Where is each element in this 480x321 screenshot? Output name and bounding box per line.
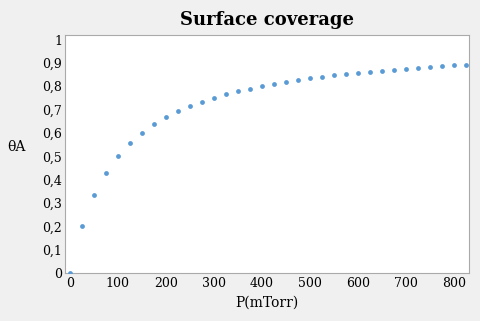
- Point: [282, 79, 290, 84]
- Point: [403, 66, 410, 71]
- Point: [198, 99, 206, 104]
- Point: [222, 92, 230, 97]
- Point: [114, 154, 121, 159]
- Point: [318, 74, 326, 80]
- Point: [306, 76, 314, 81]
- Point: [270, 82, 278, 87]
- Point: [379, 68, 386, 73]
- Point: [415, 65, 422, 70]
- Point: [138, 130, 146, 135]
- Y-axis label: θA: θA: [7, 140, 25, 154]
- Point: [439, 64, 446, 69]
- Point: [342, 72, 350, 77]
- Point: [126, 141, 134, 146]
- Point: [66, 271, 73, 276]
- Title: Surface coverage: Surface coverage: [180, 11, 354, 29]
- Point: [427, 65, 434, 70]
- Point: [391, 67, 398, 72]
- Point: [78, 224, 85, 229]
- Point: [294, 78, 302, 83]
- Point: [162, 115, 170, 120]
- Point: [90, 193, 97, 198]
- Point: [174, 109, 182, 114]
- Point: [258, 84, 266, 89]
- X-axis label: P(mTorr): P(mTorr): [235, 296, 299, 310]
- Point: [234, 89, 242, 94]
- Point: [150, 122, 158, 127]
- Point: [463, 62, 470, 67]
- Point: [186, 104, 194, 109]
- Point: [354, 70, 362, 75]
- Point: [366, 69, 374, 74]
- Point: [210, 95, 218, 100]
- Point: [102, 170, 109, 176]
- Point: [451, 63, 458, 68]
- Point: [330, 73, 338, 78]
- Point: [246, 86, 254, 91]
